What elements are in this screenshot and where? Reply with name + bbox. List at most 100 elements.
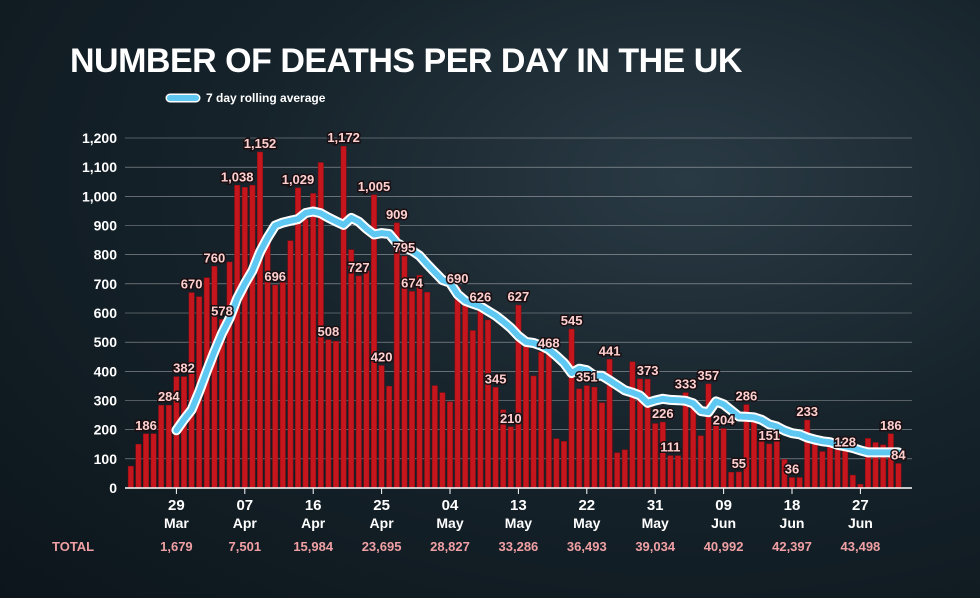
y-tick-label: 800 bbox=[94, 247, 118, 263]
data-label: 545 bbox=[561, 313, 583, 328]
x-tick-month: May bbox=[642, 515, 669, 531]
bar bbox=[302, 218, 309, 489]
bar bbox=[652, 423, 659, 489]
rolling-average bbox=[171, 206, 904, 458]
bar bbox=[477, 305, 484, 489]
y-tick-label: 300 bbox=[94, 393, 118, 409]
total-value: 15,984 bbox=[293, 539, 334, 554]
bar bbox=[272, 284, 279, 489]
bar bbox=[751, 416, 757, 489]
x-tick-month: May bbox=[505, 515, 532, 531]
bar bbox=[659, 421, 666, 489]
bar bbox=[454, 286, 461, 489]
x-tick-month: May bbox=[573, 515, 600, 531]
data-label: 909 bbox=[386, 207, 408, 222]
x-tick-month: Jun bbox=[711, 515, 736, 531]
bar bbox=[507, 426, 514, 489]
bar bbox=[667, 455, 674, 489]
bar bbox=[401, 255, 408, 489]
total-value: 28,827 bbox=[430, 539, 470, 554]
data-label: 674 bbox=[401, 275, 423, 290]
y-tick-label: 700 bbox=[94, 276, 118, 292]
bar bbox=[561, 441, 567, 489]
totals-row: 1,679 7,501 15,984 23,695 28,827 33,286 36,493… bbox=[160, 539, 880, 554]
data-label: 1,038 bbox=[221, 169, 254, 184]
bar bbox=[340, 145, 347, 489]
total-value: 36,493 bbox=[567, 539, 607, 554]
y-tick-label: 400 bbox=[94, 363, 118, 379]
bar bbox=[234, 185, 241, 489]
rolling-average-line bbox=[173, 208, 902, 456]
bar bbox=[424, 292, 431, 489]
bar bbox=[241, 187, 248, 489]
bar bbox=[766, 443, 773, 489]
total-value: 7,501 bbox=[229, 539, 262, 554]
bar bbox=[583, 385, 590, 489]
x-tick-day: 29 bbox=[168, 497, 185, 514]
bar bbox=[538, 351, 545, 489]
bar bbox=[431, 385, 438, 489]
bar bbox=[462, 298, 469, 489]
bar bbox=[158, 404, 165, 489]
bar bbox=[834, 448, 841, 489]
data-label: 441 bbox=[599, 343, 621, 358]
total-value: 23,695 bbox=[362, 539, 402, 554]
bar bbox=[697, 435, 704, 489]
bar bbox=[363, 270, 370, 489]
total-label: TOTAL bbox=[52, 539, 94, 554]
data-label: 284 bbox=[158, 389, 180, 404]
y-tick-label: 600 bbox=[94, 305, 118, 321]
bar bbox=[865, 438, 871, 489]
data-label: 111 bbox=[660, 440, 680, 455]
bar bbox=[409, 291, 415, 489]
bar bbox=[796, 477, 803, 489]
y-tick-label: 1,100 bbox=[82, 159, 117, 175]
data-label: 690 bbox=[447, 271, 469, 286]
data-label: 84 bbox=[891, 448, 906, 463]
data-label: 286 bbox=[736, 389, 758, 404]
total-value: 39,034 bbox=[635, 539, 676, 554]
bar bbox=[333, 341, 339, 489]
x-tick-month: Apr bbox=[301, 515, 326, 531]
data-label: 468 bbox=[538, 336, 560, 351]
bar bbox=[378, 365, 385, 489]
bar bbox=[211, 266, 218, 489]
x-tick-month: May bbox=[436, 515, 463, 531]
y-tick-label: 1,000 bbox=[82, 188, 117, 204]
data-label: 186 bbox=[880, 418, 902, 433]
data-label: 696 bbox=[264, 269, 286, 284]
bar bbox=[135, 444, 142, 489]
bar bbox=[150, 433, 157, 489]
bar bbox=[553, 438, 560, 489]
legend: 7 day rolling average bbox=[165, 91, 326, 105]
bar bbox=[355, 275, 362, 489]
data-label: 1,029 bbox=[282, 172, 315, 187]
data-label: 626 bbox=[470, 289, 492, 304]
bar bbox=[165, 404, 172, 489]
bar bbox=[287, 240, 294, 489]
bar bbox=[416, 275, 423, 489]
x-tick-day: 31 bbox=[647, 497, 664, 514]
data-label: 210 bbox=[500, 411, 522, 426]
bar bbox=[545, 351, 552, 489]
bar bbox=[690, 399, 697, 489]
x-tick-day: 04 bbox=[442, 497, 459, 514]
y-axis: 0 100 200 300 400 500 600 700 800 900 1,000 1,100 1,… bbox=[82, 130, 117, 496]
bar bbox=[447, 401, 453, 489]
data-label: 351 bbox=[576, 370, 598, 385]
bars bbox=[127, 145, 902, 489]
bar bbox=[386, 385, 393, 489]
bar bbox=[811, 437, 818, 489]
bar bbox=[279, 282, 286, 489]
x-tick-day: 09 bbox=[715, 497, 732, 514]
data-label: 186 bbox=[135, 418, 157, 433]
bar bbox=[127, 465, 134, 489]
bar bbox=[181, 376, 187, 489]
legend-label: 7 day rolling average bbox=[206, 91, 326, 105]
bar bbox=[705, 383, 712, 489]
x-tick-day: 25 bbox=[373, 497, 390, 514]
bar bbox=[469, 330, 476, 489]
x-tick-day: 22 bbox=[578, 497, 595, 514]
bar bbox=[143, 433, 149, 489]
